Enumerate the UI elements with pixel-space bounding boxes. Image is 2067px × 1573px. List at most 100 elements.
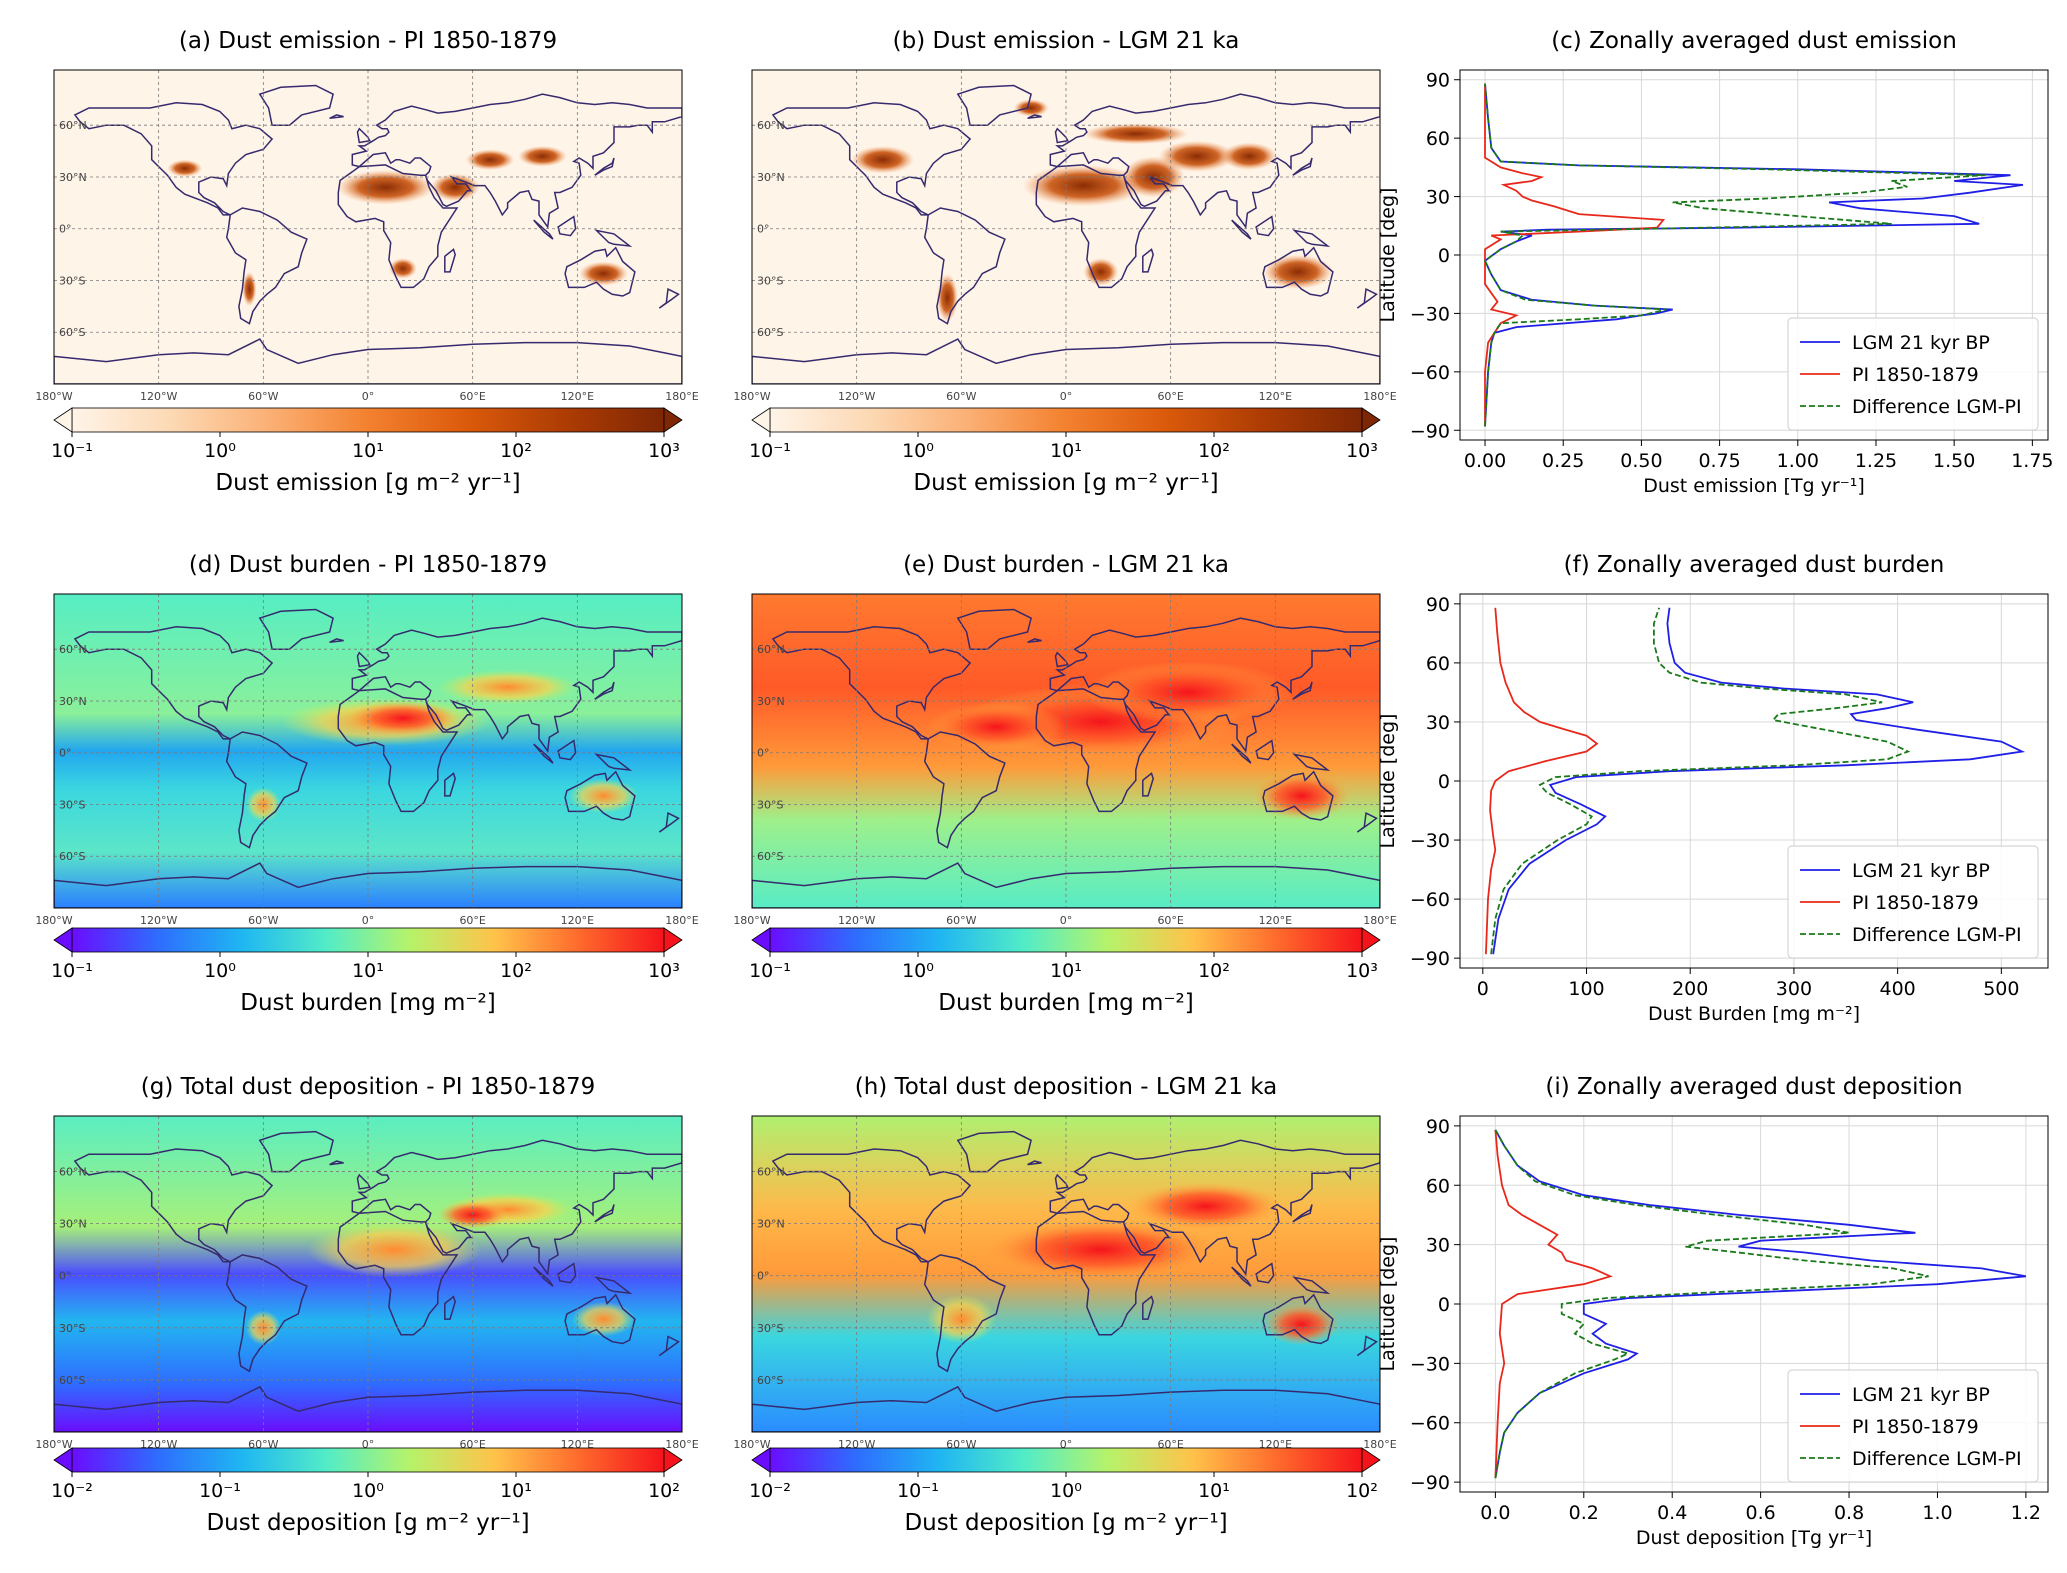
map-lat-tick: 0° — [59, 747, 72, 760]
map-lat-tick: 60°S — [757, 850, 783, 863]
chart-title: (c) Zonally averaged dust emission — [1551, 28, 1957, 54]
map-lat-tick: 60°N — [757, 643, 785, 656]
dust-hotspot — [1127, 1181, 1285, 1231]
legend-label: LGM 21 kyr BP — [1852, 1384, 1990, 1406]
colorbar-extend-low — [751, 927, 771, 953]
map-lat-tick: 60°S — [757, 326, 783, 339]
colorbar-extend-high — [663, 927, 683, 953]
y-tick-label: 0 — [1438, 771, 1450, 793]
colorbar-extend-high — [1361, 927, 1381, 953]
chart-title: (i) Zonally averaged dust deposition — [1545, 1074, 1962, 1100]
map-lat-tick: 60°N — [59, 119, 87, 132]
map-lon-tick: 60°W — [946, 390, 976, 403]
map-frame — [53, 69, 683, 385]
y-tick-label: 90 — [1426, 70, 1450, 92]
coastline-eurasia — [1049, 617, 1380, 753]
map-lat-tick: 60°N — [59, 1166, 87, 1179]
x-tick-label: 1.00 — [1777, 450, 1819, 472]
y-tick-label: −30 — [1410, 1353, 1450, 1375]
dust-hotspot — [242, 271, 257, 307]
map-lon-tick: 180°E — [1363, 390, 1396, 403]
dust-hotspot — [437, 669, 578, 705]
map-panel-b: (b) Dust emission - LGM 21 ka 180°W 120°W 6… — [733, 28, 1396, 496]
dust-hotspot — [518, 145, 567, 167]
colorbar-tick-label: 10⁻¹ — [897, 1480, 939, 1502]
coastline-japan — [1292, 1204, 1313, 1223]
colorbar-h: 10⁻² 10⁻¹ 10⁰ 10¹ 10² Dust deposition [g m⁻² … — [749, 1447, 1381, 1536]
x-tick-label: 1.25 — [1855, 450, 1897, 472]
dust-hotspot — [1263, 254, 1333, 290]
coastline-iceland — [329, 638, 344, 644]
coastline-africa — [1035, 688, 1157, 813]
map-panel-h: (h) Total dust deposition - LGM 21 ka 180… — [733, 1074, 1396, 1536]
colorbar-tick-label: 10² — [1198, 440, 1230, 462]
y-tick-label: −90 — [1410, 1472, 1450, 1494]
colorbar-tick-label: 10⁻¹ — [749, 960, 791, 982]
x-tick-label: 300 — [1776, 978, 1812, 1000]
map-lat-tick: 30°N — [757, 695, 785, 708]
dust-hotspot — [465, 149, 515, 171]
dust-hotspot — [1083, 258, 1119, 286]
dust-hotspot — [1083, 661, 1293, 724]
coastline-namerica — [73, 1148, 274, 1263]
map-lon-tick: 0° — [1060, 390, 1073, 403]
map-title-h: (h) Total dust deposition - LGM 21 ka — [855, 1074, 1278, 1100]
map-lat-tick: 60°S — [59, 850, 85, 863]
dust-hotspot — [1158, 140, 1236, 172]
plot-frame — [1459, 1115, 2049, 1493]
map-lon-tick: 120°E — [1259, 390, 1292, 403]
colorbar-tick-label: 10⁻¹ — [749, 440, 791, 462]
map-lon-tick: 60°E — [459, 390, 485, 403]
dust-hotspot — [336, 170, 435, 205]
coastline-iceland — [1027, 1160, 1042, 1166]
coastline-sumatra — [533, 743, 554, 764]
colorbar-tick-label: 10³ — [648, 440, 680, 462]
y-tick-label: 60 — [1426, 128, 1450, 150]
colorbar-gradient — [71, 1447, 665, 1473]
coastline-greenland — [258, 84, 334, 126]
x-tick-label: 0.25 — [1542, 450, 1584, 472]
map-lat-tick: 30°N — [757, 1218, 785, 1231]
map-lon-tick: 180°E — [665, 914, 698, 927]
y-tick-label: −30 — [1410, 303, 1450, 325]
coastline-iceland — [1027, 638, 1042, 644]
colorbar-b: 10⁻¹ 10⁰ 10¹ 10² 10³ Dust emission [g m⁻² yr⁻… — [749, 407, 1381, 496]
y-tick-label: 60 — [1426, 653, 1450, 675]
dust-hotspot — [1252, 771, 1351, 821]
coastline-eurasia — [1049, 1139, 1380, 1277]
coastline-nz — [1356, 811, 1378, 833]
line-panel-2: (i) Zonally averaged dust deposition 0.0 0… — [1377, 1074, 2049, 1549]
coastline-sumatra — [1231, 219, 1252, 240]
colorbar-tick-label: 10³ — [648, 960, 680, 982]
map-panel-e: (e) Dust burden - LGM 21 ka 180°W 120°W 60°… — [733, 552, 1396, 1016]
y-tick-label: 30 — [1426, 187, 1450, 209]
colorbar-tick-label: 10⁻¹ — [51, 960, 93, 982]
map-lon-tick: 180°E — [665, 390, 698, 403]
coastline-australia — [564, 246, 636, 297]
y-tick-label: −60 — [1410, 889, 1450, 911]
dust-hotspot — [568, 778, 639, 814]
coastline-namerica — [73, 102, 274, 216]
map-lat-tick: 0° — [59, 1270, 72, 1283]
coastline-newguinea — [594, 753, 633, 772]
colorbar-label: Dust burden [mg m⁻²] — [240, 990, 496, 1016]
colorbar-tick-label: 10⁰ — [1050, 1480, 1082, 1502]
map-lat-tick: 0° — [59, 223, 72, 236]
dust-hotspot — [388, 258, 417, 279]
chart-title: (f) Zonally averaged dust burden — [1564, 552, 1945, 578]
coastline-antarctica — [54, 1385, 682, 1432]
x-tick-label: 0.50 — [1620, 450, 1662, 472]
y-tick-label: −90 — [1410, 948, 1450, 970]
y-axis-label: Latitude [deg] — [1377, 1237, 1399, 1372]
colorbar-tick-label: 10² — [1198, 960, 1230, 982]
x-tick-label: 1.0 — [1922, 1502, 1952, 1524]
dust-hotspot — [1013, 99, 1049, 117]
coastline-uk — [1054, 127, 1069, 144]
y-axis-label: Latitude [deg] — [1377, 714, 1399, 849]
map-lon-tick: 180°W — [35, 1438, 72, 1451]
coastline-samerica — [923, 1254, 1006, 1373]
legend: LGM 21 kyr BP PI 1850-1879 Difference LGM-… — [1787, 1369, 2039, 1483]
coastline-borneo — [1255, 215, 1275, 237]
map-frame — [53, 1115, 683, 1433]
colorbar-tick-label: 10⁰ — [204, 440, 236, 462]
